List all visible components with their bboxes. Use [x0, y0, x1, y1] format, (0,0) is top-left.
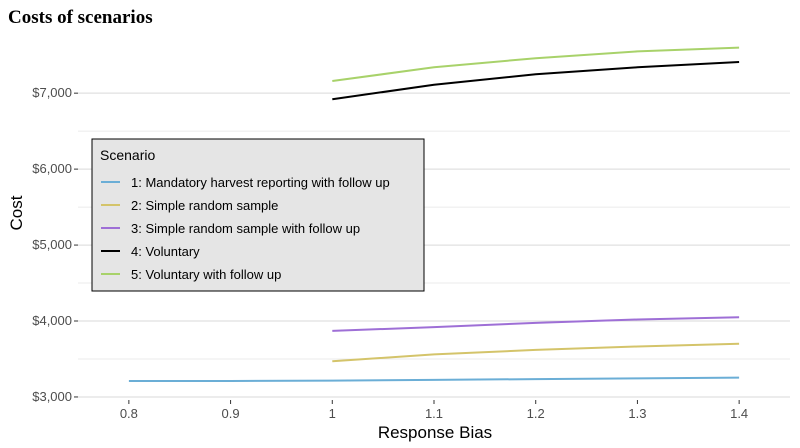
x-axis-ticks: 0.8 0.9 1 1.1 1.2 1.3 1.4	[120, 400, 748, 421]
legend-box	[91, 138, 425, 292]
legend-label-1: 1: Mandatory harvest reporting with foll…	[131, 175, 390, 190]
legend: Scenario 1: Mandatory harvest reporting …	[91, 138, 425, 292]
series-lines	[128, 46, 740, 382]
x-tick-label: 1	[329, 406, 336, 421]
x-tick-label: 1.3	[628, 406, 646, 421]
y-tick-label: $5,000	[32, 237, 72, 252]
series-line-3	[332, 316, 740, 332]
x-tick-label: 1.2	[527, 406, 545, 421]
legend-label-3: 3: Simple random sample with follow up	[131, 221, 360, 236]
y-tick-label: $4,000	[32, 313, 72, 328]
chart-title: Costs of scenarios	[8, 7, 153, 28]
legend-label-5: 5: Voluntary with follow up	[131, 267, 281, 282]
y-tick-label: $7,000	[32, 85, 72, 100]
x-axis-title: Response Bias	[378, 423, 492, 442]
x-tick-label: 1.4	[730, 406, 748, 421]
x-tick-label: 1.1	[425, 406, 443, 421]
legend-label-4: 4: Voluntary	[131, 244, 200, 259]
legend-label-2: 2: Simple random sample	[131, 198, 278, 213]
y-tick-label: $3,000	[32, 389, 72, 404]
series-line-4	[332, 61, 740, 101]
y-axis-ticks: $3,000 $4,000 $5,000 $6,000 $7,000	[32, 85, 78, 404]
legend-items: 1: Mandatory harvest reporting with foll…	[101, 175, 390, 282]
legend-title: Scenario	[100, 147, 155, 163]
series-line-1	[128, 376, 740, 382]
x-tick-label: 0.9	[222, 406, 240, 421]
series-line-5	[332, 46, 740, 82]
x-tick-label: 0.8	[120, 406, 138, 421]
series-line-2	[332, 342, 740, 363]
y-axis-title: Cost	[7, 195, 26, 230]
y-tick-label: $6,000	[32, 161, 72, 176]
